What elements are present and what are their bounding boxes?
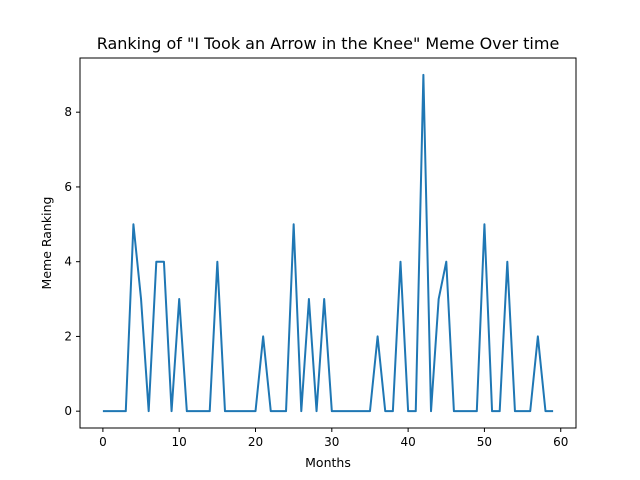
x-tick-label: 0: [99, 435, 107, 449]
x-tick-label: 30: [324, 435, 339, 449]
series-line: [102, 73, 554, 413]
y-tick-label: 8: [64, 105, 72, 119]
x-tick-label: 50: [477, 435, 492, 449]
y-tick-label: 2: [64, 329, 72, 343]
y-tick-label: 4: [64, 255, 72, 269]
y-tick-label: 0: [64, 404, 72, 418]
x-axis: 0 10 20 30 40 50 60: [99, 428, 568, 449]
y-axis: 0 2 4 6 8: [64, 105, 80, 418]
x-axis-label: Months: [305, 455, 351, 470]
y-tick-label: 6: [64, 180, 72, 194]
chart-title: Ranking of "I Took an Arrow in the Knee"…: [97, 34, 560, 53]
x-tick-label: 60: [553, 435, 568, 449]
y-axis-label: Meme Ranking: [39, 197, 54, 290]
x-tick-label: 20: [248, 435, 263, 449]
plot-area: [79, 57, 577, 429]
x-tick-label: 10: [172, 435, 187, 449]
x-tick-label: 40: [400, 435, 415, 449]
